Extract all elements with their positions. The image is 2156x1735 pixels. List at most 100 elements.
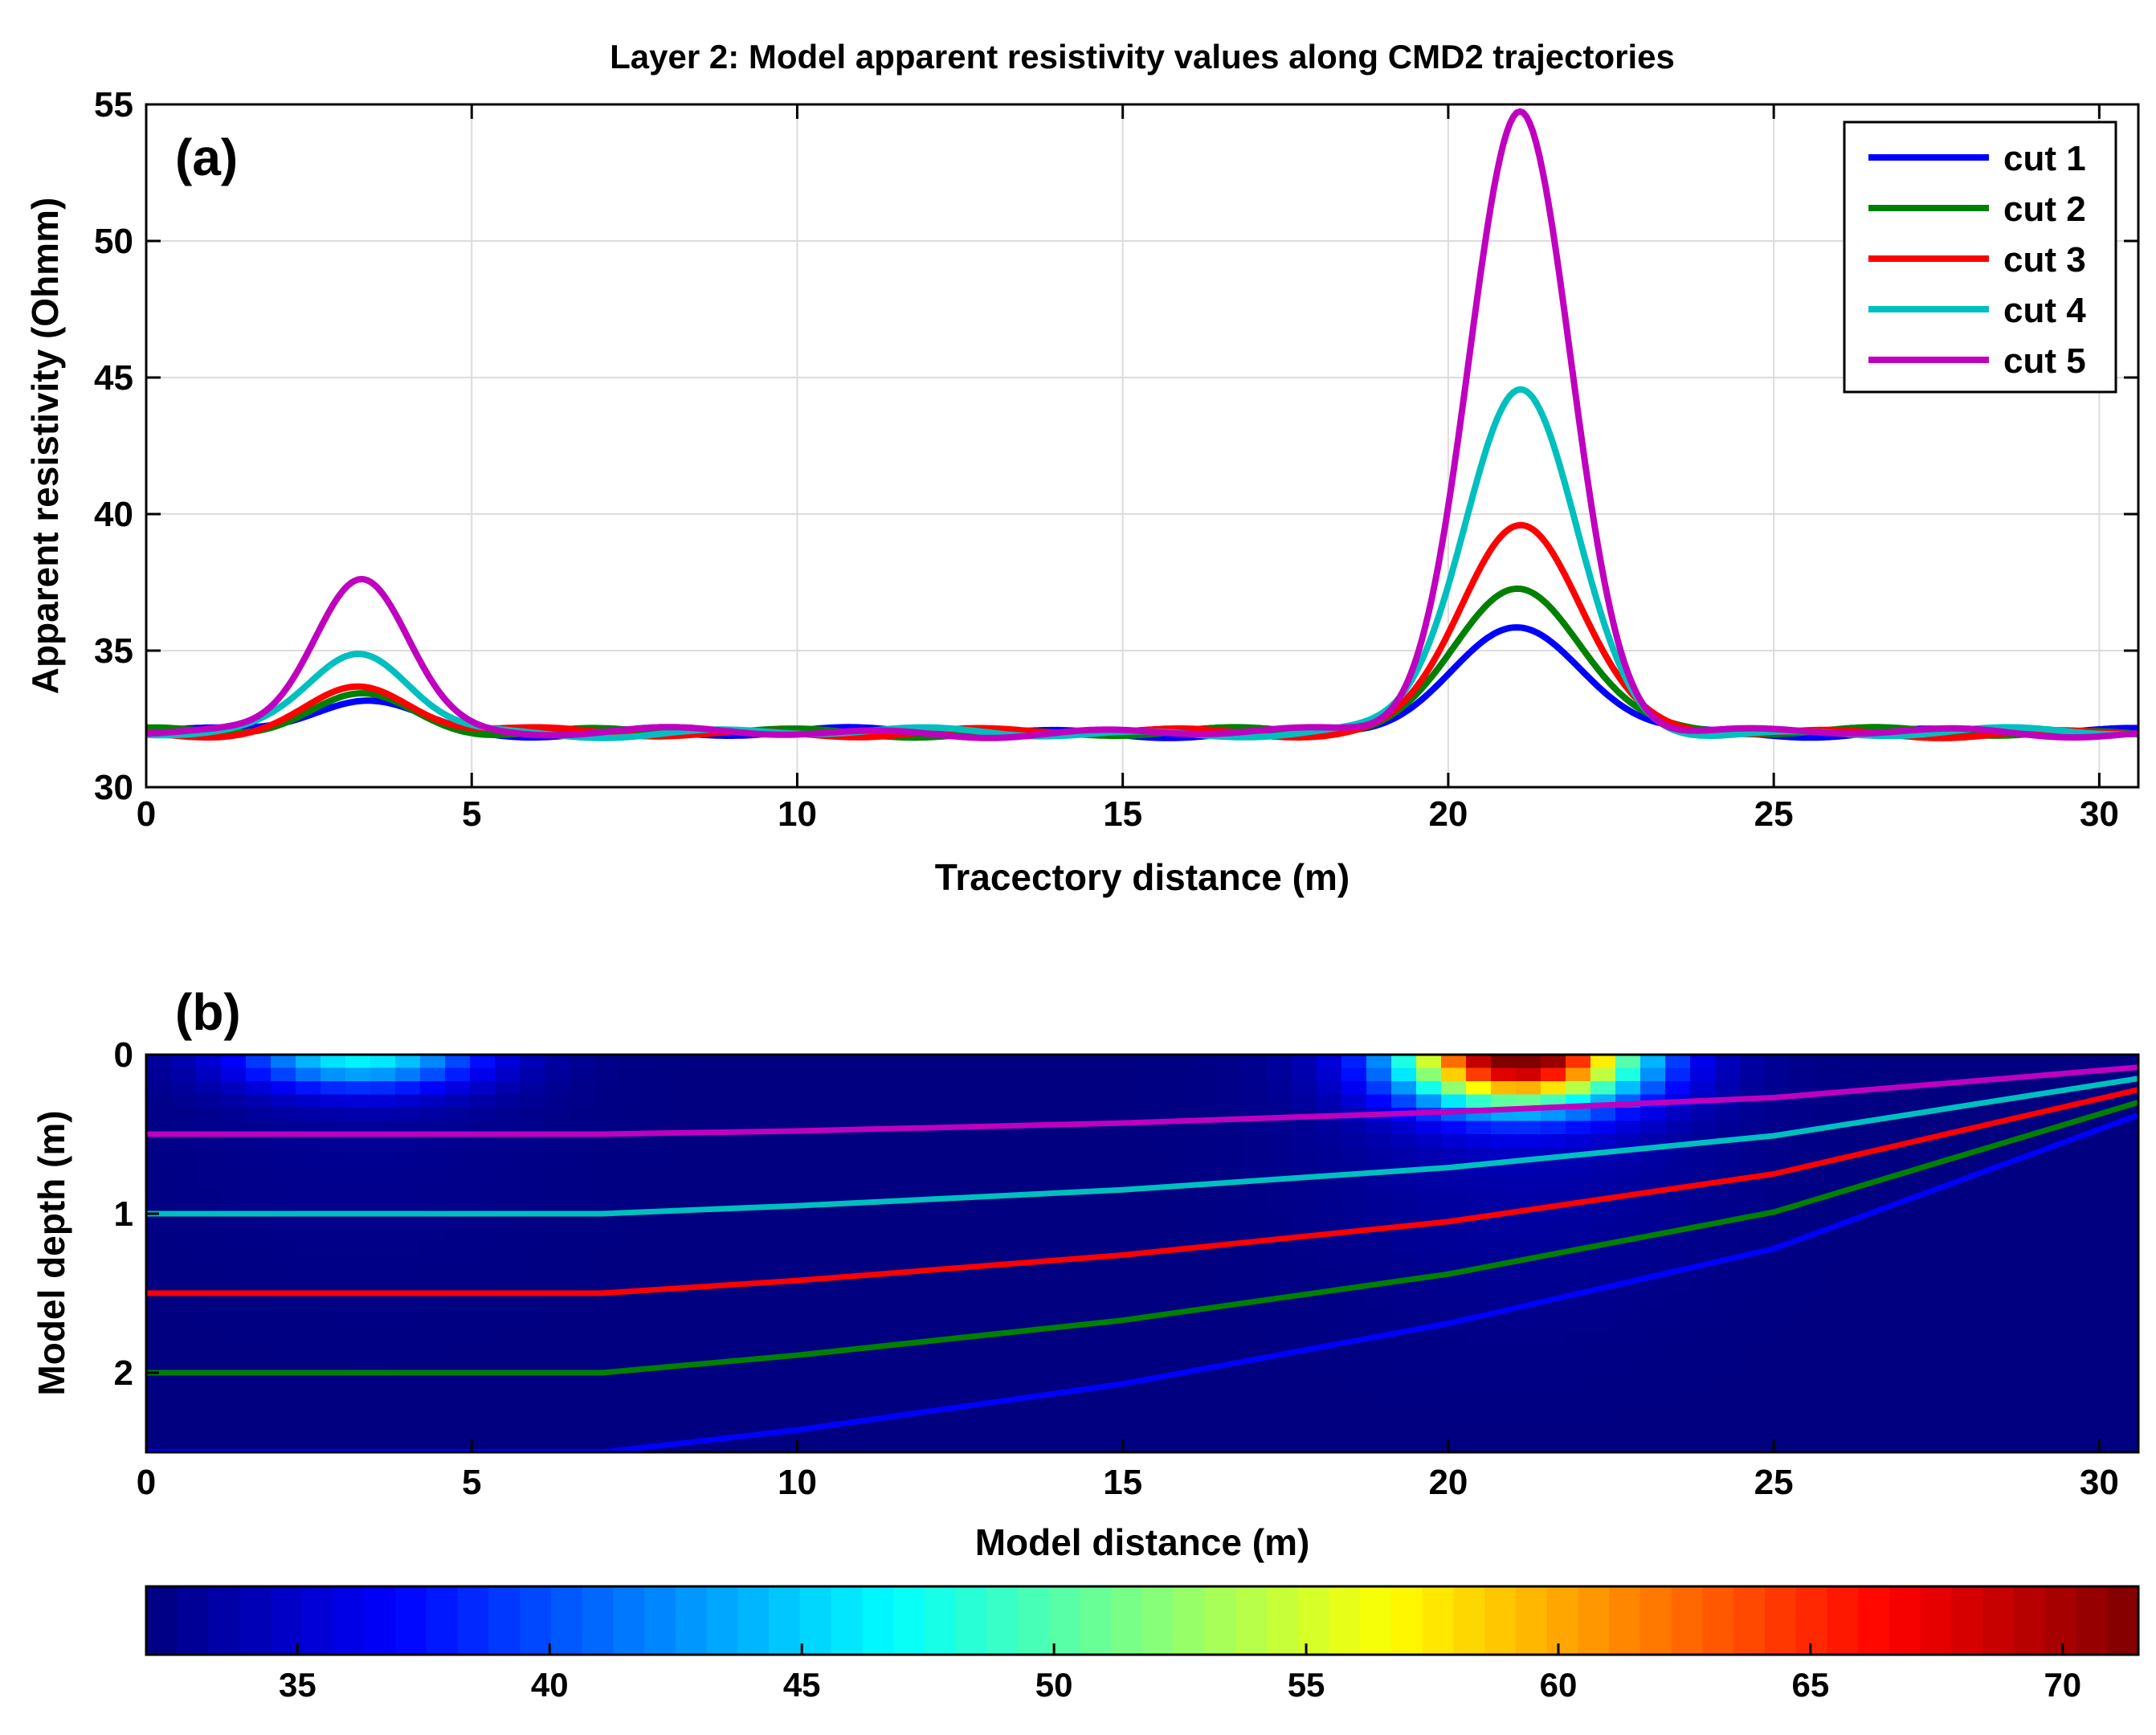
heatmap-cell — [644, 1386, 670, 1400]
heatmap-cell — [1765, 1147, 1791, 1161]
heatmap-cell — [694, 1346, 720, 1361]
heatmap-cell — [196, 1121, 222, 1135]
heatmap-cell — [769, 1094, 794, 1108]
heatmap-cell — [819, 1081, 844, 1096]
heatmap-cell — [246, 1359, 272, 1374]
heatmap-cell — [2064, 1267, 2089, 1281]
colorbar-cell — [675, 1586, 708, 1655]
heatmap-cell — [1765, 1386, 1791, 1400]
heatmap-cell — [1690, 1068, 1716, 1082]
colorbar-cell — [426, 1586, 459, 1655]
heatmap-cell — [1989, 1359, 2015, 1374]
heatmap-cell — [1864, 1320, 1890, 1334]
heatmap-cell — [1939, 1068, 1965, 1082]
heatmap-cell — [769, 1399, 794, 1414]
heatmap-cell — [271, 1306, 296, 1321]
heatmap-cell — [1665, 1253, 1691, 1268]
heatmap-cell — [1541, 1306, 1566, 1321]
heatmap-cell — [1092, 1174, 1118, 1188]
heatmap-cell — [146, 1293, 172, 1308]
heatmap-cell — [744, 1253, 770, 1268]
heatmap-cell — [495, 1134, 521, 1149]
heatmap-cell — [271, 1320, 296, 1334]
heatmap-cell — [1640, 1174, 1666, 1188]
heatmap-cell — [1117, 1200, 1143, 1214]
heatmap-cell — [1416, 1068, 1442, 1082]
heatmap-cell — [1068, 1200, 1093, 1214]
heatmap-cell — [345, 1055, 371, 1069]
heatmap-cell — [1092, 1359, 1118, 1374]
heatmap-cell — [893, 1161, 919, 1175]
heatmap-cell — [669, 1108, 695, 1122]
heatmap-cell — [321, 1333, 346, 1347]
heatmap-cell — [2064, 1161, 2089, 1175]
heatmap-cell — [2089, 1227, 2114, 1241]
heatmap-cell — [993, 1359, 1019, 1374]
heatmap-cell — [819, 1094, 844, 1108]
heatmap-cell — [2014, 1412, 2040, 1427]
heatmap-cell — [495, 1068, 521, 1082]
heatmap-cell — [819, 1253, 844, 1268]
trajectory-line-cut-5 — [146, 1064, 2138, 1137]
heatmap-cell — [1441, 1227, 1467, 1241]
heatmap-cell — [1092, 1200, 1118, 1214]
colorbar-cell — [1080, 1586, 1113, 1655]
heatmap-cell — [694, 1240, 720, 1255]
heatmap-cell — [2014, 1346, 2040, 1361]
heatmap-cell — [321, 1081, 346, 1096]
heatmap-cell — [445, 1108, 471, 1122]
heatmap-cell — [445, 1227, 471, 1241]
heatmap-cell — [1840, 1412, 1865, 1427]
panel-b-axes-frame — [145, 1053, 2140, 1454]
heatmap-cell — [570, 1214, 595, 1228]
heatmap-cell — [1416, 1293, 1442, 1308]
heatmap-cell — [2014, 1293, 2040, 1308]
heatmap-cell — [370, 1068, 396, 1082]
heatmap-cell — [1590, 1412, 1616, 1427]
heatmap-cell — [1167, 1399, 1193, 1414]
heatmap-cell — [1068, 1267, 1093, 1281]
heatmap-cell — [296, 1386, 321, 1400]
heatmap-cell — [694, 1214, 720, 1228]
heatmap-cell — [1914, 1320, 1940, 1334]
heatmap-cell — [619, 1108, 645, 1122]
heatmap-cell — [1914, 1439, 1940, 1452]
heatmap-cell — [594, 1373, 620, 1387]
colorbar-cell — [1422, 1586, 1455, 1655]
heatmap-cell — [2014, 1399, 2040, 1414]
heatmap-cell — [893, 1094, 919, 1108]
heatmap-cell — [819, 1399, 844, 1414]
heatmap-cell — [495, 1373, 521, 1387]
heatmap-cell — [1615, 1068, 1641, 1082]
heatmap-cell — [1142, 1161, 1168, 1175]
heatmap-cell — [1317, 1320, 1342, 1334]
heatmap-cell — [545, 1333, 570, 1347]
heatmap-cell — [794, 1320, 819, 1334]
heatmap-cell — [1068, 1346, 1093, 1361]
heatmap-cell — [993, 1134, 1019, 1149]
heatmap-cell — [1267, 1386, 1292, 1400]
heatmap-cell — [570, 1320, 595, 1334]
heatmap-cell — [1740, 1227, 1766, 1241]
heatmap-cell — [1665, 1346, 1691, 1361]
heatmap-cell — [171, 1121, 197, 1135]
heatmap-cell — [1416, 1121, 1442, 1135]
heatmap-cell — [545, 1359, 570, 1374]
heatmap-cell — [968, 1293, 994, 1308]
heatmap-cell — [1989, 1187, 2015, 1202]
heatmap-cell — [968, 1439, 994, 1452]
heatmap-cell — [1466, 1227, 1492, 1241]
heatmap-cell — [794, 1227, 819, 1241]
heatmap-cell — [2113, 1200, 2138, 1214]
colorbar-cell — [1951, 1586, 1984, 1655]
heatmap-cell — [769, 1108, 794, 1122]
heatmap-cell — [146, 1320, 172, 1334]
heatmap-cell — [370, 1147, 396, 1161]
heatmap-cell — [1989, 1280, 2015, 1294]
heatmap-cell — [1416, 1333, 1442, 1347]
heatmap-cell — [1914, 1214, 1940, 1228]
heatmap-cell — [1665, 1055, 1691, 1069]
heatmap-cell — [1715, 1280, 1741, 1294]
heatmap-cell — [1790, 1346, 1815, 1361]
